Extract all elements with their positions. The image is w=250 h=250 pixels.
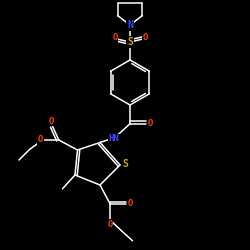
Text: S: S xyxy=(127,37,133,47)
Text: O: O xyxy=(38,136,43,144)
Text: O: O xyxy=(148,119,154,128)
Text: O: O xyxy=(128,199,134,208)
Text: N: N xyxy=(127,20,133,30)
Text: O: O xyxy=(107,220,113,229)
Text: O: O xyxy=(112,33,118,42)
Text: S: S xyxy=(122,159,128,169)
Text: HN: HN xyxy=(108,134,119,143)
Text: O: O xyxy=(142,33,148,42)
Text: O: O xyxy=(48,117,54,126)
